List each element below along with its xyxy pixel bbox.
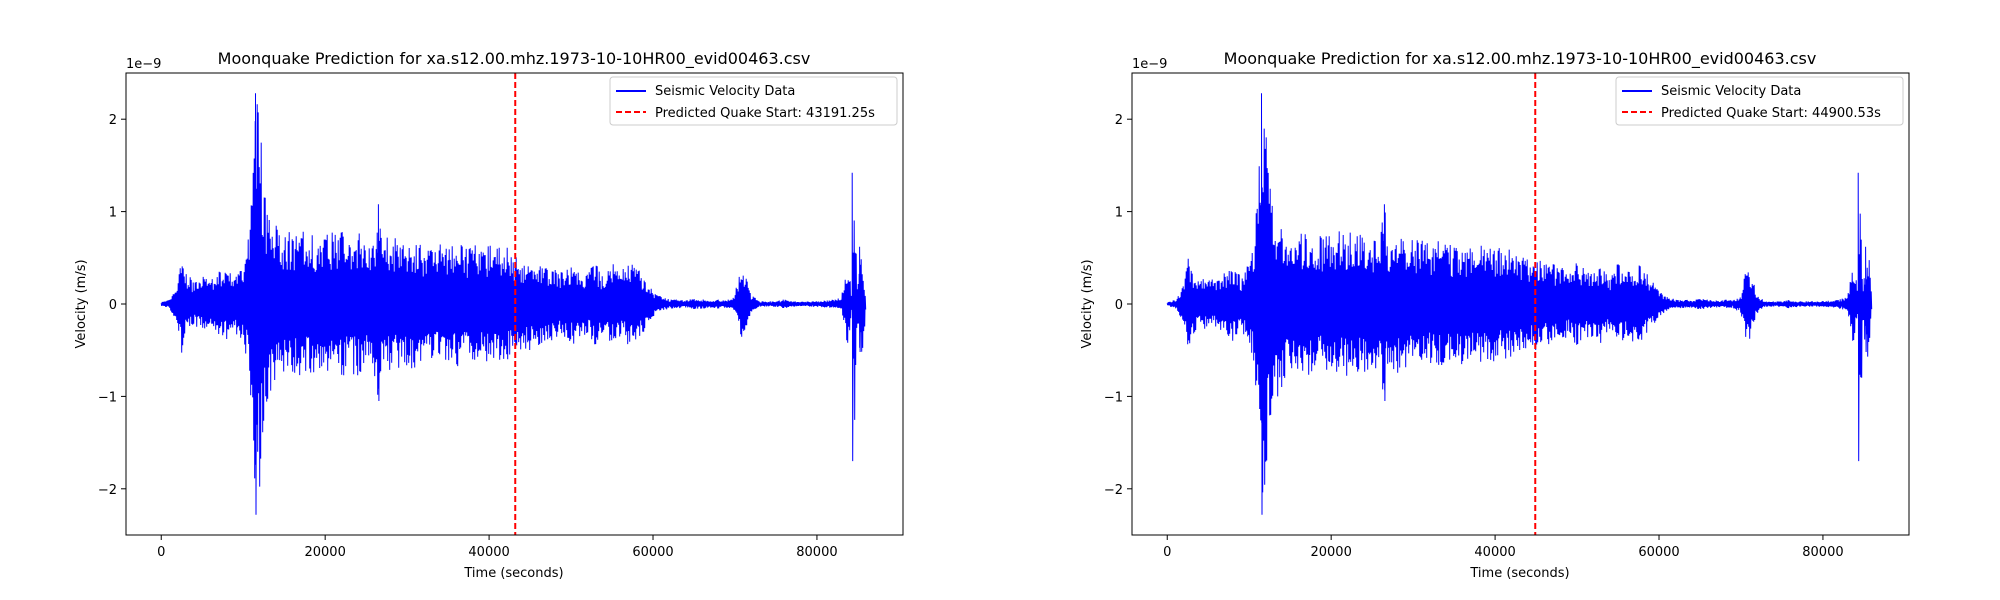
y-tick-label: 2	[109, 113, 117, 128]
y-tick-label: 1	[109, 206, 117, 221]
legend-label-data: Seismic Velocity Data	[1661, 84, 1801, 99]
y-tick-label: 0	[109, 298, 117, 313]
y-tick-label: 0	[1115, 298, 1123, 313]
plot-area	[160, 73, 867, 535]
x-tick-label: 80000	[796, 545, 837, 560]
y-offset-label: 1e−9	[126, 57, 161, 72]
chart-title: Moonquake Prediction for xa.s12.00.mhz.1…	[218, 49, 811, 69]
x-tick-label: 80000	[1802, 545, 1843, 560]
x-tick-label: 60000	[1638, 545, 1679, 560]
chart-title: Moonquake Prediction for xa.s12.00.mhz.1…	[1224, 49, 1817, 69]
x-tick-label: 0	[1163, 545, 1171, 560]
legend: Seismic Velocity Data Predicted Quake St…	[609, 76, 898, 126]
legend-label-prediction: Predicted Quake Start: 44900.53s	[1661, 106, 1881, 121]
legend-box	[1615, 76, 1904, 126]
x-tick-label: 20000	[304, 545, 345, 560]
x-tick-label: 40000	[468, 545, 509, 560]
x-tick-label: 40000	[1474, 545, 1515, 560]
y-tick-label: −2	[98, 483, 117, 498]
y-tick-label: −1	[1104, 390, 1123, 405]
x-axis-label: Time (seconds)	[1469, 566, 1569, 581]
series-line-seismic-velocity	[160, 93, 867, 515]
y-tick-label: 1	[1115, 206, 1123, 221]
y-axis-label: Velocity (m/s)	[1080, 259, 1095, 348]
x-axis-label: Time (seconds)	[463, 566, 563, 581]
x-axis-ticks: 0 20000 40000 60000 80000	[157, 535, 838, 560]
legend-label-data: Seismic Velocity Data	[655, 84, 795, 99]
x-axis-ticks: 0 20000 40000 60000 80000	[1163, 535, 1844, 560]
y-tick-label: 2	[1115, 113, 1123, 128]
y-axis-ticks: −2 −1 0 1 2	[98, 113, 126, 498]
legend: Seismic Velocity Data Predicted Quake St…	[1615, 76, 1904, 126]
x-tick-label: 20000	[1310, 545, 1351, 560]
x-tick-label: 60000	[632, 545, 673, 560]
chart-right: Moonquake Prediction for xa.s12.00.mhz.1…	[1080, 49, 1910, 581]
series-line-seismic-velocity	[1166, 93, 1873, 515]
plot-area	[1166, 73, 1873, 535]
y-tick-label: −2	[1104, 483, 1123, 498]
y-axis-ticks: −2 −1 0 1 2	[1104, 113, 1132, 498]
legend-label-prediction: Predicted Quake Start: 43191.25s	[655, 106, 875, 121]
y-tick-label: −1	[98, 390, 117, 405]
y-offset-label: 1e−9	[1132, 57, 1167, 72]
x-tick-label: 0	[157, 545, 165, 560]
y-axis-label: Velocity (m/s)	[74, 259, 89, 348]
chart-left: Moonquake Prediction for xa.s12.00.mhz.1…	[74, 49, 904, 581]
legend-box	[609, 76, 898, 126]
